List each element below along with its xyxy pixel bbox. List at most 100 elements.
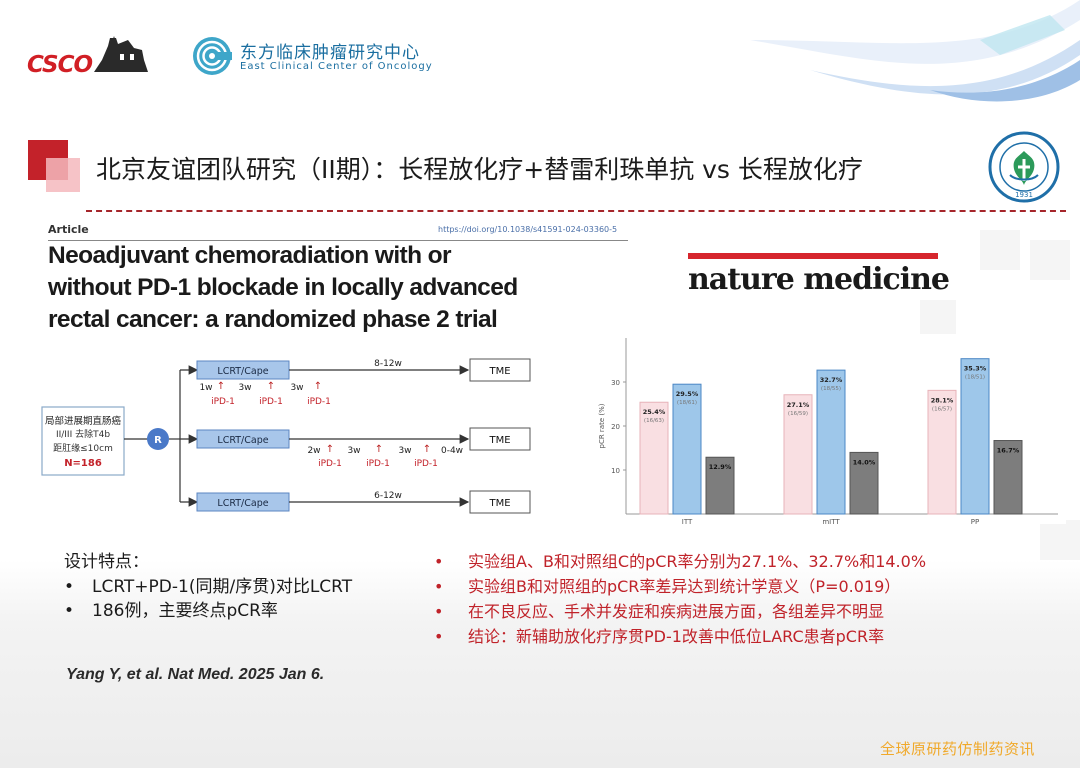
design-item: • 186例，主要终点pCR率	[64, 596, 278, 621]
bullet-icon: •	[434, 627, 444, 646]
arm-duration: 8-12w	[374, 359, 402, 369]
patient-line: 局部进展期直肠癌	[45, 415, 122, 427]
bar	[783, 394, 813, 515]
bar-count-label: (16/59)	[788, 411, 808, 417]
x-tick-label: mITT	[822, 518, 840, 524]
result-item-text: 结论：新辅助放化疗序贯PD-1改善中低位LARC患者pCR率	[468, 627, 885, 646]
background-tile	[1040, 520, 1080, 560]
article-label: Article	[48, 223, 89, 236]
journal-name: nature medicine	[688, 262, 950, 297]
bar-value-label: 29.5%	[676, 390, 699, 398]
hospital-seal-icon: 1931	[988, 131, 1060, 203]
design-features-title: 设计特点：	[64, 552, 149, 572]
bar	[672, 383, 702, 515]
title-square-icon	[28, 140, 80, 192]
dose-label: iPD-1	[259, 397, 283, 407]
result-item: • 在不良反应、手术并发症和疾病进展方面，各组差异不明显	[434, 598, 884, 622]
bar-value-label: 16.7%	[997, 447, 1020, 455]
bullet-icon: •	[64, 601, 75, 621]
dose-label: iPD-1	[307, 397, 331, 407]
bar	[639, 401, 669, 515]
arm-endpoint: TME	[488, 498, 510, 509]
timeline-label: 3w	[398, 446, 411, 456]
result-item: • 结论：新辅助放化疗序贯PD-1改善中低位LARC患者pCR率	[434, 623, 884, 647]
background-tile	[920, 300, 956, 336]
result-item-text: 在不良反应、手术并发症和疾病进展方面，各组差异不明显	[468, 602, 885, 621]
y-tick-label: 10	[611, 467, 620, 475]
design-item: • LCRT+PD-1(同期/序贯)对比LCRT	[64, 572, 352, 597]
pcr-rate-bar-chart: pCR rate (%) 10 20 30 ITT 25.4% (16/63) 29.5% (1…	[598, 338, 1058, 526]
bar	[849, 451, 879, 515]
dose-arrow-icon: ↑	[267, 381, 275, 392]
watermark-text: 全球原研药仿制药资讯	[880, 740, 1036, 758]
arm-duration: 0-4w	[441, 446, 463, 456]
arm-treatment: LCRT/Cape	[217, 435, 268, 446]
csco-logo-text: CSCO	[27, 52, 93, 78]
paper-title-line: Neoadjuvant chemoradiation with or	[48, 242, 452, 269]
citation: Yang Y, et al. Nat Med. 2025 Jan 6.	[66, 666, 325, 683]
endpoint-box	[469, 358, 531, 382]
trial-schema-diagram: 局部进展期直肠癌 II/III 去除T4b 距肛缘≤10cm N=186 R L…	[41, 358, 531, 514]
center-name-cn: 东方临床肿瘤研究中心	[240, 43, 420, 63]
dose-label: iPD-1	[318, 459, 342, 469]
patient-count: N=186	[64, 458, 102, 469]
journal-bar	[688, 253, 938, 259]
background-tile	[980, 230, 1020, 270]
paper-title-line: without PD-1 blockade in locally advance…	[48, 274, 518, 301]
randomize-label: R	[154, 435, 162, 446]
y-axis-label: pCR rate (%)	[598, 403, 606, 448]
arm-endpoint: TME	[488, 435, 510, 446]
article-rule	[48, 240, 628, 241]
timeline-label: 3w	[290, 383, 303, 393]
bullet-icon: •	[434, 602, 444, 621]
patient-line: 距肛缘≤10cm	[53, 442, 113, 454]
dose-arrow-icon: ↑	[314, 381, 322, 392]
center-name-en: East Clinical Center of Oncology	[240, 61, 433, 72]
dose-arrow-icon: ↑	[423, 444, 431, 455]
bar-value-label: 28.1%	[931, 396, 954, 404]
bar	[816, 369, 846, 515]
arm-treatment: LCRT/Cape	[217, 366, 268, 377]
dose-arrow-icon: ↑	[375, 444, 383, 455]
article-doi-link[interactable]: https://doi.org/10.1038/s41591-024-03360…	[438, 225, 618, 234]
bar-count-label: (18/61)	[677, 400, 697, 406]
bar-count-label: (16/57)	[932, 406, 952, 412]
bar-value-label: 32.7%	[820, 376, 843, 384]
bullet-icon: •	[434, 577, 444, 596]
y-tick-label: 30	[611, 379, 620, 387]
timeline-label: 2w	[307, 446, 320, 456]
arm-duration: 6-12w	[374, 491, 402, 501]
result-item: • 实验组B和对照组的pCR率差异达到统计学意义（P=0.019）	[434, 573, 900, 597]
design-item-text: LCRT+PD-1(同期/序贯)对比LCRT	[92, 577, 353, 597]
x-tick-label: ITT	[682, 518, 693, 524]
bar-count-label: (18/51)	[965, 375, 985, 381]
timeline-label: 1w	[199, 383, 212, 393]
bar	[927, 389, 957, 515]
bar-value-label: 27.1%	[787, 401, 810, 409]
result-item-text: 实验组B和对照组的pCR率差异达到统计学意义（P=0.019）	[468, 577, 901, 596]
decorative-swoosh	[750, 0, 1080, 102]
title-divider	[86, 210, 1066, 212]
csco-great-wall-icon	[94, 36, 148, 72]
oncology-center-logo-icon	[193, 37, 232, 75]
dose-arrow-icon: ↑	[217, 381, 225, 392]
endpoint-box	[469, 490, 531, 514]
randomize-circle	[147, 428, 169, 450]
patient-box	[41, 406, 125, 476]
background-floor	[0, 560, 1080, 768]
bar	[993, 440, 1023, 515]
result-item-text: 实验组A、B和对照组C的pCR率分别为27.1%、32.7%和14.0%	[468, 552, 927, 571]
dose-arrow-icon: ↑	[326, 444, 334, 455]
bar-value-label: 25.4%	[643, 408, 666, 416]
bar	[960, 358, 990, 515]
slide-title: 北京友谊团队研究（II期）：长程放化疗+替雷利珠单抗 vs 长程放化疗	[96, 155, 863, 184]
chart-panel: pCR rate (%) 10 20 30 ITT 25.4% (16/63) 29.5% (1…	[596, 334, 1066, 526]
bar-count-label: (16/63)	[644, 418, 664, 424]
bullet-icon: •	[64, 577, 75, 597]
background-tile	[1030, 240, 1070, 280]
arm-endpoint: TME	[488, 366, 510, 377]
bar	[705, 456, 735, 515]
dose-label: iPD-1	[366, 459, 390, 469]
dose-label: iPD-1	[414, 459, 438, 469]
patient-line: II/III 去除T4b	[56, 428, 110, 440]
